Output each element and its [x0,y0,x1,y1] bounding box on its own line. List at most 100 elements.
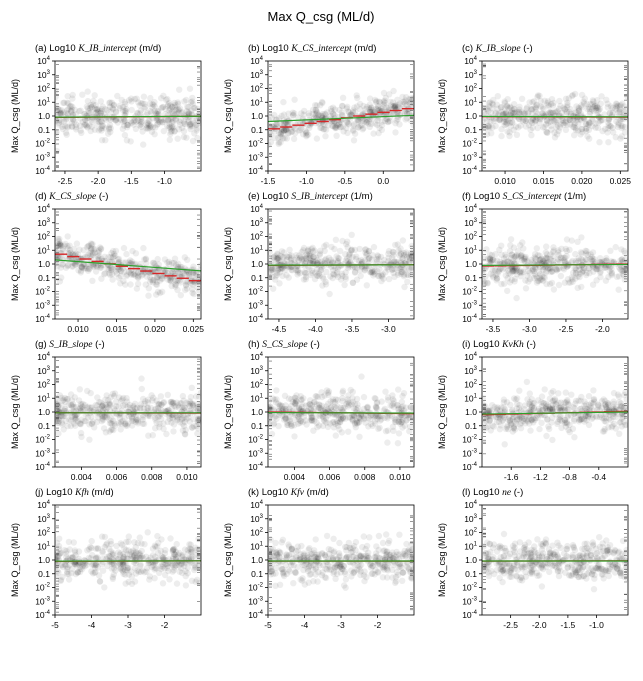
scatter-point [98,124,106,131]
scatter-point [104,107,111,114]
scatter-point [543,117,550,124]
x-tick-label: -0.5 [338,176,353,186]
scatter-point [158,275,166,282]
scatter-point [585,126,593,133]
scatter-point [136,534,143,541]
scatter-point [78,129,85,137]
scatter-point [56,106,63,114]
scatter-point [63,131,70,138]
scatter-point [545,119,552,126]
scatter-point [403,102,410,109]
scatter-point [147,94,154,102]
scatter-point [614,123,622,131]
scatter-point [523,378,531,386]
scatter-point [504,128,511,135]
scatter-point [496,116,503,124]
x-tick-label: -3.5 [345,324,360,334]
scatter-point [534,93,541,101]
scatter-point [110,102,118,109]
scatter-point [394,115,402,123]
scatter-point [507,104,514,112]
x-tick-label: 0.010 [494,176,516,186]
scatter-point [155,110,162,118]
y-tick-label: 0.1 [38,273,50,283]
scatter-point [132,125,140,133]
regression-line [54,115,202,118]
scatter-point [303,129,310,136]
scatter-point [124,124,131,131]
scatter-point [502,121,510,128]
panel-f: (f) Log10 S_CS_intercept (1/m)1041031021… [437,191,629,334]
scatter-point [185,110,192,117]
regression-line [267,411,415,414]
scatter-point [142,256,149,263]
scatter-point [553,116,560,124]
scatter-point [533,102,541,109]
panel-title-suffix: (m/d) [352,43,377,54]
scatter-point [312,112,319,120]
scatter-point [310,253,317,261]
scatter-point [57,109,64,116]
scatter-point [609,109,617,116]
scatter-point [136,122,143,129]
scatter-point [567,116,574,124]
scatter-point [282,126,290,133]
scatter-point [55,241,62,248]
scatter-point [76,246,83,253]
scatter-point [326,290,333,298]
scatter-point [182,278,189,285]
scatter-point [117,280,124,287]
scatter-point [275,255,282,262]
scatter-point [185,110,193,118]
scatter-point [181,254,188,261]
scatter-point [597,117,604,125]
scatter-point [532,117,539,124]
scatter-point [410,121,414,129]
scatter-point [285,130,292,137]
scatter-point [550,99,557,107]
scatter-point [583,100,591,108]
x-tick-label: -1.0 [299,176,314,186]
scatter-point [306,251,314,258]
scatter-point [384,427,392,434]
scatter-point [60,109,67,116]
scatter-point [496,117,503,124]
scatter-point [73,121,80,128]
scatter-point [180,270,187,277]
scatter-point [157,393,165,400]
scatter-point [498,108,505,116]
y-tick-label: 101 [37,245,50,255]
y-tick-label: 104 [250,204,263,214]
scatter-point [357,272,364,280]
scatter-point [292,121,299,128]
scatter-point [172,117,179,124]
scatter-point [581,402,588,409]
scatter-point [399,255,406,262]
scatter-point [501,121,508,129]
scatter-point [496,116,503,123]
scatter-point [87,245,95,252]
scatter-point [98,105,106,113]
scatter-point [179,427,187,434]
scatter-point [114,263,121,271]
scatter-point [381,97,388,105]
scatter-point [363,116,370,124]
scatter-point [119,396,126,403]
scatter-point [547,109,554,117]
scatter-point [91,249,99,256]
scatter-point [89,249,97,257]
scatter-point [175,109,182,116]
scatter-point [98,127,105,134]
scatter-point [551,129,558,136]
scatter-point [508,118,516,126]
y-tick-label: 104 [250,56,263,66]
scatter-point [295,267,302,274]
y-axis-label: Max Q_csg (ML/d) [223,227,233,301]
scatter-point [150,259,157,267]
scatter-point [143,125,150,132]
scatter-point [145,285,152,292]
scatter-point [102,125,109,132]
scatter-point [498,251,505,258]
scatter-point [525,400,533,408]
scatter-point [158,401,165,408]
